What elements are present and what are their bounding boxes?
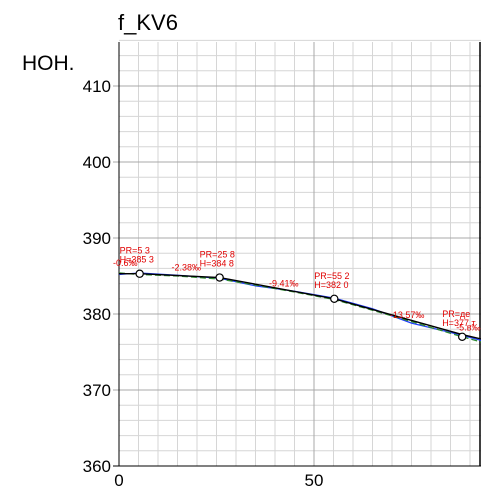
x-tick-label: 50 — [305, 471, 324, 490]
tick-labels: 360 370 380 390 400 410 0 50 — [83, 77, 324, 490]
vertex-marker — [458, 332, 467, 341]
annotation-labels: PR=5 3H=385 3 PR=25 8H=384 8 PR=55 2H=382 … — [113, 246, 480, 333]
point-h-label: H=385 3 — [120, 255, 154, 265]
point-h-label: H=384 8 — [200, 259, 234, 269]
y-tick-label: 360 — [83, 457, 111, 476]
chart-title: f_KV6 — [118, 10, 178, 35]
vertex-marker — [215, 273, 224, 282]
vertex-marker — [135, 269, 144, 278]
grade-label: -0.6‰ — [113, 258, 138, 268]
point-pr-label: PR=25 8 — [200, 250, 235, 260]
point-h-label: H=382 0 — [314, 280, 348, 290]
vertex-marker — [330, 294, 339, 303]
grade-label: -5.в‰ — [456, 323, 480, 333]
grid — [113, 39, 481, 467]
y-axis-label: HOH. — [22, 52, 75, 75]
point-pr-label: PR=де — [442, 309, 470, 319]
y-tick-label: 390 — [83, 229, 111, 248]
point-h-label: H=377.т — [442, 318, 475, 328]
y-tick-label: 400 — [83, 153, 111, 172]
y-tick-label: 380 — [83, 305, 111, 324]
axes — [113, 42, 481, 467]
grade-label: -13.57‰ — [390, 310, 425, 320]
y-tick-label: 370 — [83, 381, 111, 400]
markers — [135, 269, 467, 341]
point-pr-label: PR=5 3 — [120, 246, 150, 256]
grade-label: -2.38‰ — [172, 263, 202, 273]
y-tick-label: 410 — [83, 77, 111, 96]
grade-label: -9.41‰ — [269, 279, 299, 289]
point-pr-label: PR=55 2 — [314, 271, 349, 281]
x-tick-label: 0 — [114, 471, 123, 490]
